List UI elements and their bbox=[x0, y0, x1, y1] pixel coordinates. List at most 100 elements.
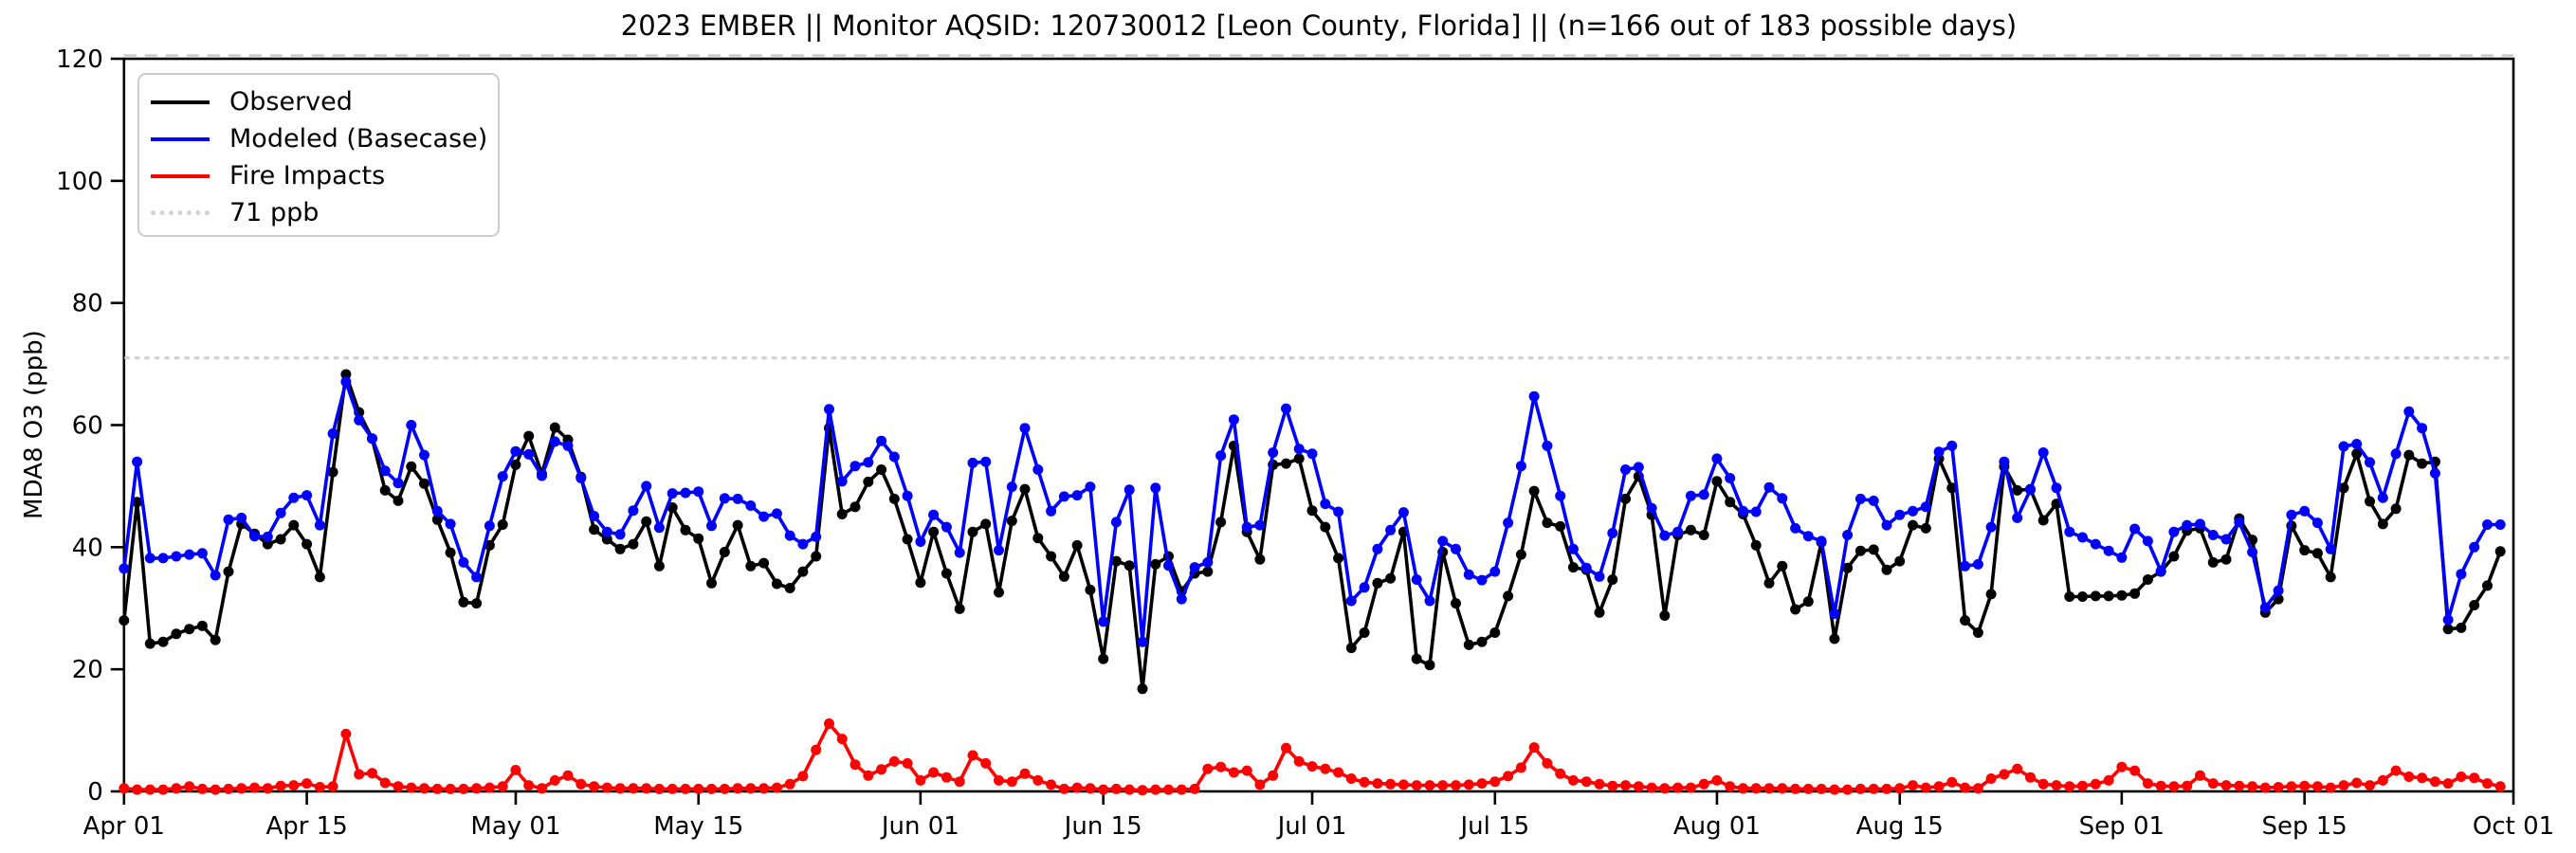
modeled-basecase-marker bbox=[2273, 585, 2284, 596]
modeled-basecase-marker bbox=[680, 487, 691, 499]
modeled-basecase-marker bbox=[2338, 441, 2349, 452]
modeled-basecase-marker bbox=[262, 531, 273, 542]
fire-impacts-marker bbox=[1293, 755, 1305, 767]
observed-marker bbox=[2456, 622, 2467, 633]
observed-marker bbox=[745, 560, 757, 572]
fire-impacts-marker bbox=[2469, 772, 2480, 784]
x-tick-label: Jun 01 bbox=[880, 812, 959, 841]
modeled-basecase-marker bbox=[523, 448, 535, 460]
modeled-basecase-marker bbox=[1698, 489, 1709, 500]
modeled-basecase-marker bbox=[406, 420, 417, 430]
modeled-basecase-marker bbox=[157, 553, 169, 564]
fire-impacts-marker bbox=[184, 781, 195, 792]
x-tick-label: Apr 01 bbox=[83, 812, 165, 841]
observed-line bbox=[122, 372, 2502, 691]
modeled-basecase-marker bbox=[2142, 535, 2153, 547]
fire-impacts-marker bbox=[653, 783, 665, 794]
fire-impacts-marker bbox=[1385, 778, 1397, 789]
fire-impacts-marker bbox=[1228, 767, 1239, 778]
legend-row-modeled: Modeled (Basecase) bbox=[151, 120, 498, 157]
fire-impacts-marker bbox=[1646, 782, 1657, 793]
fire-impacts-marker bbox=[2077, 780, 2088, 791]
observed-marker bbox=[2365, 496, 2375, 507]
fire-impacts-marker bbox=[1085, 783, 1096, 794]
fire-impacts-marker bbox=[2234, 780, 2245, 791]
observed-marker bbox=[601, 534, 612, 545]
fire-impacts-marker bbox=[888, 755, 900, 767]
observed-marker bbox=[2090, 590, 2101, 602]
fire-impacts-marker bbox=[2012, 763, 2023, 774]
observed-marker bbox=[1281, 458, 1291, 469]
observed-marker bbox=[471, 598, 483, 609]
modeled-basecase-marker bbox=[2377, 492, 2388, 503]
y-tick-label: 80 bbox=[72, 290, 103, 318]
fire-impacts-marker bbox=[1137, 785, 1148, 796]
fire-impacts-marker bbox=[1881, 783, 1892, 794]
modeled-basecase-marker bbox=[1972, 558, 1983, 570]
fire-impacts-marker bbox=[667, 783, 678, 794]
modeled-basecase-marker bbox=[1854, 493, 1866, 504]
modeled-basecase-marker bbox=[1528, 390, 1540, 402]
observed-marker bbox=[1620, 493, 1631, 504]
fire-impacts-marker bbox=[1241, 765, 1252, 776]
observed-marker bbox=[2207, 556, 2219, 568]
modeled-basecase-marker bbox=[1829, 608, 1840, 619]
modeled-basecase-marker bbox=[1124, 484, 1135, 496]
legend: Observed Modeled (Basecase) Fire Impacts… bbox=[137, 73, 500, 237]
fire-impacts-marker bbox=[1110, 783, 1122, 794]
fire-impacts-marker bbox=[562, 770, 574, 781]
observed-marker bbox=[1058, 571, 1069, 582]
observed-marker bbox=[262, 538, 273, 550]
legend-row-fire: Fire Impacts bbox=[151, 157, 498, 194]
fire-impacts-marker bbox=[1763, 783, 1775, 794]
fire-impacts-marker bbox=[758, 783, 770, 794]
fire-impacts-marker bbox=[1725, 781, 1736, 792]
observed-marker bbox=[1306, 505, 1318, 517]
modeled-basecase-marker bbox=[2025, 484, 2036, 496]
modeled-basecase-marker bbox=[2064, 526, 2075, 537]
x-tick-label: Sep 01 bbox=[2079, 812, 2165, 841]
observed-marker bbox=[1098, 653, 1109, 664]
modeled-basecase-marker bbox=[967, 457, 978, 468]
modeled-basecase-marker bbox=[1032, 464, 1044, 475]
modeled-basecase-marker bbox=[1202, 556, 1214, 568]
fire-impacts-marker bbox=[1437, 780, 1449, 791]
observed-marker bbox=[2311, 548, 2323, 559]
modeled-basecase-marker bbox=[184, 549, 195, 560]
observed-marker bbox=[2299, 545, 2311, 556]
modeled-basecase-marker bbox=[275, 507, 286, 518]
fire-impacts-marker bbox=[2155, 780, 2166, 791]
modeled-basecase-marker bbox=[2195, 518, 2205, 530]
observed-marker bbox=[2417, 458, 2428, 469]
observed-marker bbox=[523, 430, 535, 442]
fire-impacts-marker bbox=[2377, 774, 2388, 786]
modeled-basecase-marker bbox=[693, 486, 704, 498]
fire-impacts-marker bbox=[1254, 779, 1266, 790]
modeled-basecase-marker bbox=[1725, 473, 1736, 483]
fire-impacts-marker bbox=[1816, 783, 1827, 794]
modeled-basecase-marker bbox=[2247, 547, 2258, 557]
observed-marker bbox=[1920, 522, 1931, 534]
observed-marker bbox=[614, 543, 626, 554]
modeled-basecase-marker bbox=[537, 470, 547, 481]
modeled-basecase-marker bbox=[1646, 502, 1657, 514]
observed-marker bbox=[144, 638, 155, 649]
fire-impacts-marker bbox=[275, 780, 286, 791]
observed-marker bbox=[2482, 580, 2493, 591]
fire-impacts-marker bbox=[1398, 779, 1409, 790]
x-tick-label: Apr 15 bbox=[265, 812, 347, 841]
x-tick-label: Jul 15 bbox=[1458, 812, 1529, 841]
modeled-basecase-marker bbox=[1515, 461, 1526, 472]
observed-marker bbox=[431, 514, 443, 525]
fire-impacts-marker bbox=[915, 774, 926, 786]
modeled-basecase-marker bbox=[2182, 519, 2193, 531]
observed-marker bbox=[784, 583, 795, 593]
y-axis-label: MDA8 O3 (ppb) bbox=[20, 330, 48, 519]
fire-impacts-marker bbox=[157, 784, 169, 795]
fire-impacts-marker bbox=[575, 778, 587, 789]
fire-impacts-marker bbox=[1528, 742, 1540, 753]
observed-marker bbox=[2494, 546, 2506, 557]
modeled-basecase-marker bbox=[2403, 406, 2415, 417]
fire-impacts-marker bbox=[119, 783, 130, 794]
